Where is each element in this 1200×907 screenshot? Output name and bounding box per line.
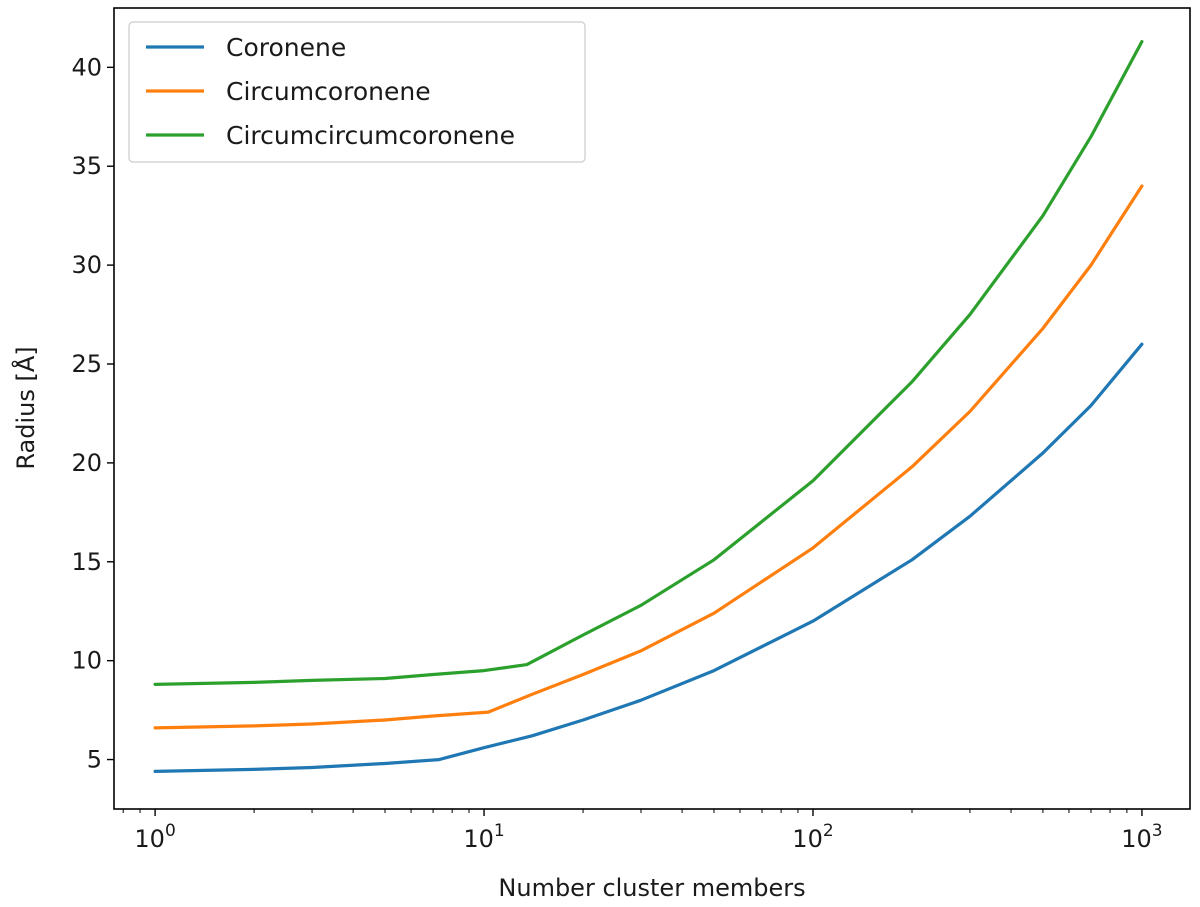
legend-label-0: Coronene <box>226 33 346 62</box>
series-line-2 <box>153 39 1144 687</box>
x-tick-label-3: 103 <box>1121 821 1162 853</box>
y-tick-label-6: 35 <box>71 152 102 180</box>
y-tick-label-3: 20 <box>71 449 102 477</box>
plot-frame <box>113 7 1191 810</box>
y-tick-label-2: 15 <box>71 548 102 576</box>
series-layer <box>153 39 1144 774</box>
y-tick-label-1: 10 <box>71 647 102 675</box>
legend-label-1: Circumcoronene <box>226 77 431 106</box>
legend-frame <box>128 21 586 163</box>
y-tick-label-4: 25 <box>71 350 102 378</box>
tick-layer: 5 10 15 20 25 30 35 40 100 101 102 103 <box>71 53 1162 853</box>
x-axis-label: Number cluster members <box>498 874 805 902</box>
y-tick-label-7: 40 <box>71 53 102 81</box>
x-tick-label-1: 101 <box>463 821 504 853</box>
y-axis-label: Radius [Å] <box>11 346 40 469</box>
legend-label-2: Circumcircumcoronene <box>226 121 515 150</box>
x-tick-label-2: 102 <box>792 821 833 853</box>
y-tick-label-0: 5 <box>87 746 102 774</box>
x-tick-label-0: 100 <box>134 821 175 853</box>
legend: Coronene Circumcoronene Circumcircumcorone… <box>128 21 586 163</box>
y-tick-label-5: 30 <box>71 251 102 279</box>
series-line-0 <box>153 342 1144 774</box>
series-line-1 <box>153 184 1144 730</box>
